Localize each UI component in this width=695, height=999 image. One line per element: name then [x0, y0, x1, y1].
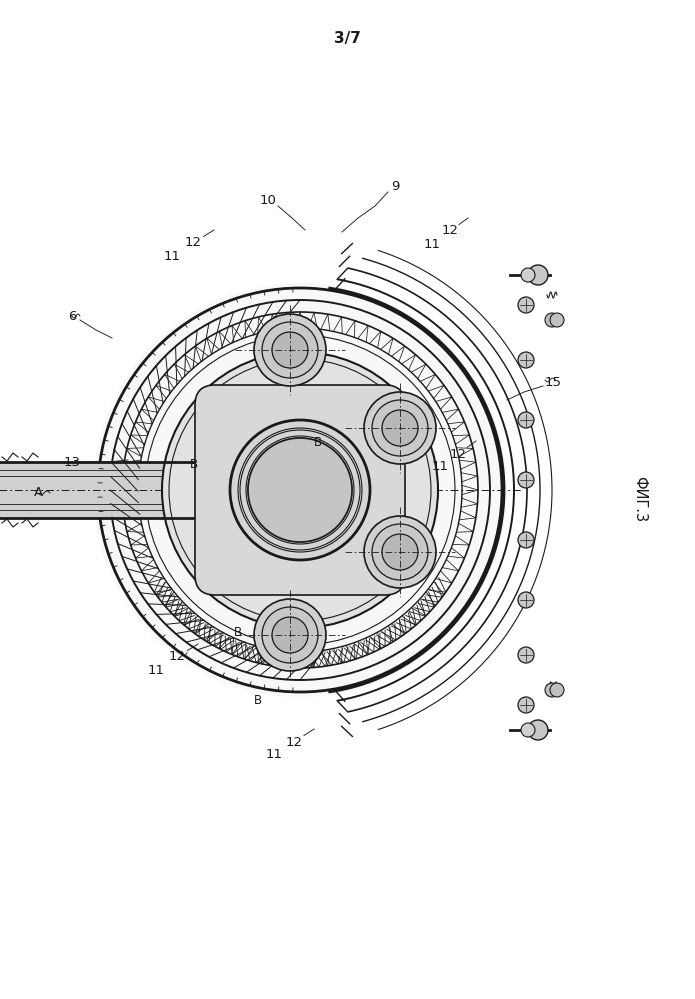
Circle shape — [382, 410, 418, 446]
Circle shape — [382, 534, 418, 570]
Circle shape — [254, 314, 326, 386]
Text: 10: 10 — [259, 194, 277, 207]
Circle shape — [254, 599, 326, 671]
Text: 11: 11 — [163, 250, 181, 263]
Circle shape — [518, 472, 534, 488]
Text: 12: 12 — [450, 448, 466, 461]
Circle shape — [372, 524, 428, 580]
Text: 9: 9 — [391, 180, 399, 193]
Circle shape — [518, 297, 534, 313]
Text: B: B — [254, 693, 262, 706]
Text: 12: 12 — [441, 225, 459, 238]
Text: B: B — [314, 436, 322, 449]
Text: 15: 15 — [544, 376, 562, 389]
Circle shape — [262, 607, 318, 663]
Circle shape — [162, 352, 438, 628]
Circle shape — [545, 313, 559, 327]
Text: 13: 13 — [63, 456, 81, 469]
Circle shape — [518, 412, 534, 428]
Circle shape — [272, 617, 308, 653]
Text: 6: 6 — [68, 310, 76, 323]
Text: ФИГ.3: ФИГ.3 — [632, 477, 648, 522]
FancyBboxPatch shape — [0, 462, 253, 518]
Circle shape — [518, 352, 534, 368]
Text: 12: 12 — [184, 237, 202, 250]
Text: 12: 12 — [286, 735, 302, 748]
Circle shape — [372, 400, 428, 456]
Text: B: B — [234, 625, 242, 638]
Circle shape — [528, 720, 548, 740]
Circle shape — [521, 723, 535, 737]
Text: A: A — [33, 487, 42, 500]
Circle shape — [518, 697, 534, 713]
Circle shape — [545, 683, 559, 697]
Text: B: B — [190, 458, 198, 471]
FancyBboxPatch shape — [195, 385, 405, 595]
Circle shape — [550, 683, 564, 697]
Text: 3/7: 3/7 — [334, 31, 361, 46]
Circle shape — [364, 392, 436, 464]
Text: 12: 12 — [168, 650, 186, 663]
Text: 11: 11 — [147, 663, 165, 676]
Circle shape — [248, 438, 352, 542]
Circle shape — [272, 332, 308, 368]
Circle shape — [364, 516, 436, 588]
Circle shape — [262, 322, 318, 378]
Circle shape — [93, 283, 507, 697]
Circle shape — [528, 265, 548, 285]
Text: 11: 11 — [265, 748, 282, 761]
Circle shape — [521, 268, 535, 282]
Circle shape — [518, 532, 534, 548]
Text: 11: 11 — [432, 461, 448, 474]
Circle shape — [550, 313, 564, 327]
Circle shape — [518, 647, 534, 663]
Text: 11: 11 — [423, 238, 441, 251]
Circle shape — [230, 420, 370, 560]
Circle shape — [518, 592, 534, 608]
